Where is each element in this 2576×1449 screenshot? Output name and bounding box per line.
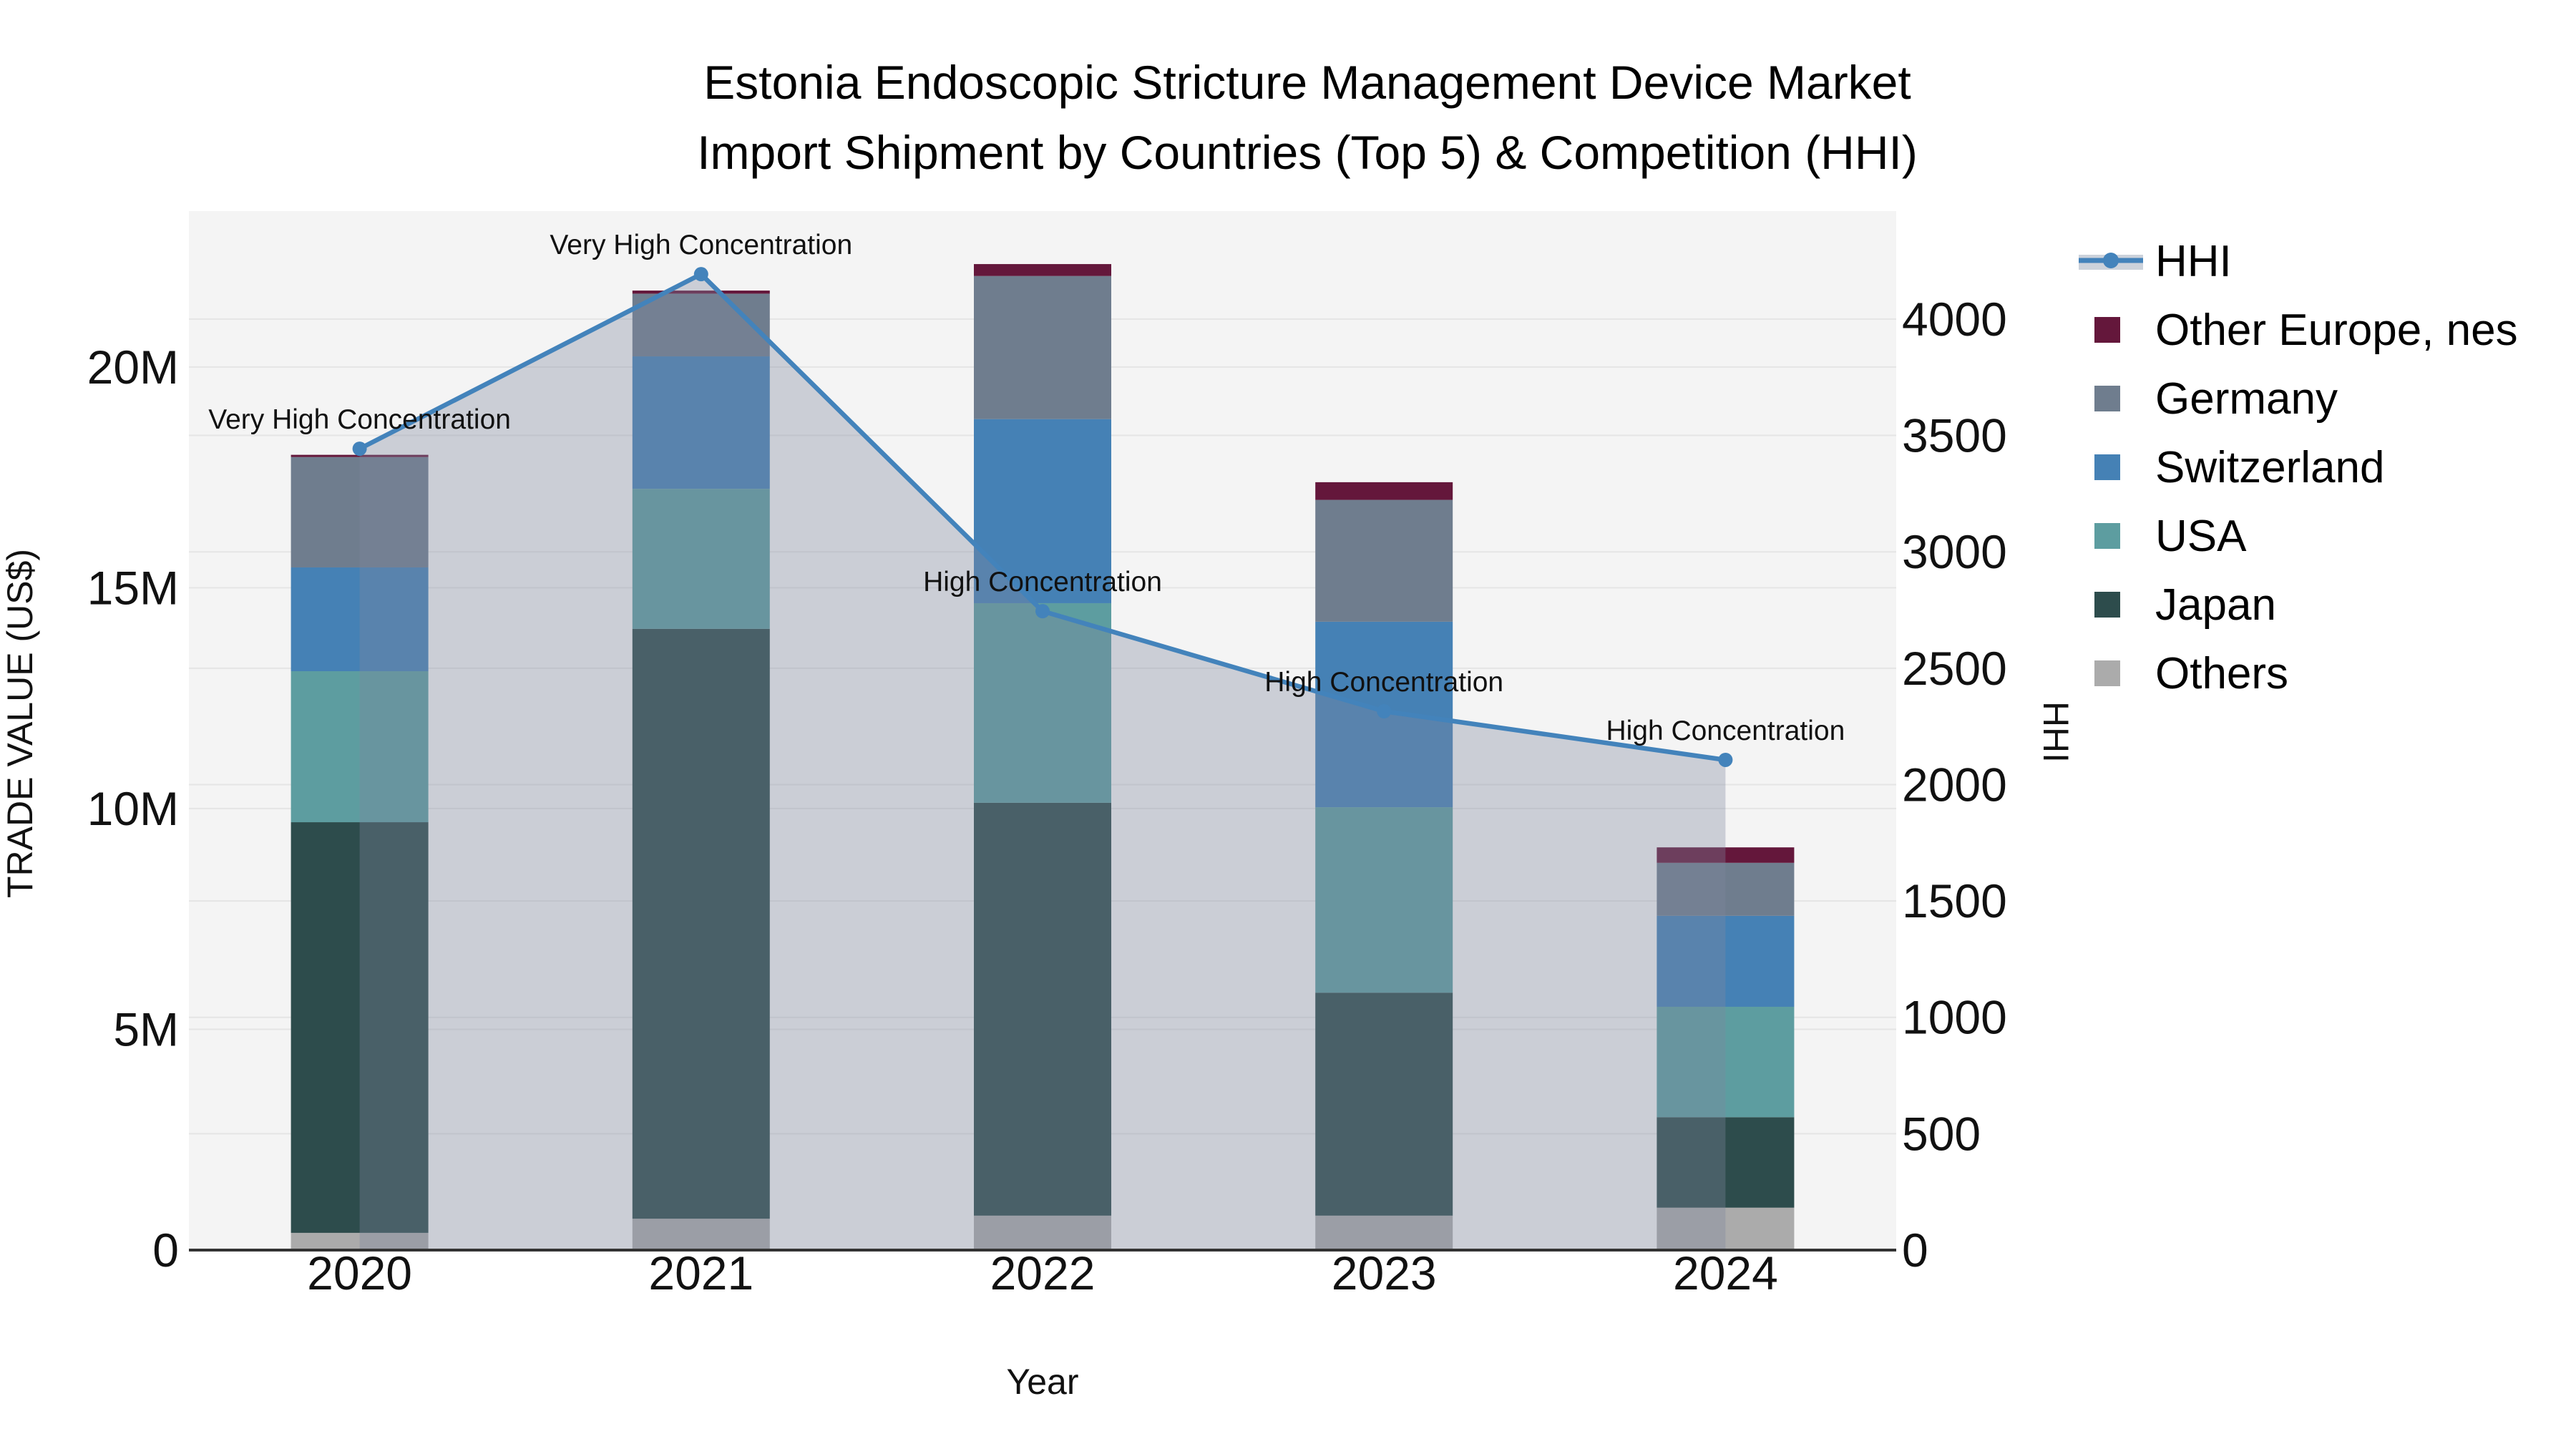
bar-segment-2021-japan [632,628,770,1219]
other-europe-nes-color-swatch-icon [2094,317,2120,343]
hhi-marker-2023 [1377,704,1392,719]
bar-segment-2021-other-europe-nes [632,291,770,294]
legend-item-germany: Germany [2079,364,2518,433]
bar-segment-2022-japan [974,802,1111,1216]
bar-segment-2021-switzerland [632,356,770,489]
legend-label-switzerland: Switzerland [2155,442,2385,492]
annotation-2021: Very High Concentration [550,230,852,260]
right-tick-0: 0 [1902,1224,1928,1277]
legend-item-hhi: HHI [2079,227,2518,296]
chart-title: Estonia Endoscopic Stricture Management … [39,47,2576,187]
bar-segment-2024-germany [1657,862,1795,916]
bar-segment-2024-usa [1657,1006,1795,1118]
bar-segment-2023-germany [1315,499,1453,622]
legend-swatch-japan [2079,570,2143,639]
hhi-marker-2021 [693,267,708,282]
bar-segment-2022-other-europe-nes [974,264,1111,276]
legend-swatch-hhi-line-icon [2079,227,2143,296]
legend-item-other-europe-nes: Other Europe, nes [2079,296,2518,364]
bar-segment-2023-japan [1315,992,1453,1216]
left-tick-0: 0 [152,1224,179,1277]
others-color-swatch-icon [2094,660,2120,686]
left-axis-title: TRADE VALUE (US$) [0,549,40,898]
annotation-2024: High Concentration [1606,716,1845,746]
left-tick-5m: 5M [113,1002,179,1055]
hhi-marker-2024 [1718,752,1733,767]
switzerland-color-swatch-icon [2094,454,2120,480]
right-tick-3500: 3500 [1902,409,2007,462]
chart-title-line1: Estonia Endoscopic Stricture Management … [703,56,1911,109]
bar-segment-2021-germany [632,293,770,357]
legend-swatch-germany [2079,364,2143,433]
annotation-2023: High Concentration [1264,667,1503,698]
bar-segment-2020-japan [291,822,429,1233]
left-tick-10m: 10M [87,782,179,835]
bar-segment-2024-others [1657,1207,1795,1250]
right-tick-2500: 2500 [1902,642,2007,695]
legend-label-hhi: HHI [2155,236,2232,286]
x-tick-2020: 2020 [307,1246,412,1299]
left-tick-20m: 20M [87,341,179,394]
hhi-line-icon [2079,253,2143,270]
legend-swatch-usa [2079,502,2143,570]
legend-item-japan: Japan [2079,570,2518,639]
bar-segment-2024-other-europe-nes [1657,847,1795,863]
legend-item-others: Others [2079,639,2518,708]
usa-color-swatch-icon [2094,523,2120,549]
japan-color-swatch-icon [2094,592,2120,618]
bar-segment-2023-others [1315,1215,1453,1250]
bar-segment-2024-switzerland [1657,915,1795,1007]
bar-segment-2020-other-europe-nes [291,454,429,457]
bar-segment-2020-usa [291,671,429,823]
right-tick-500: 500 [1902,1107,1981,1160]
annotation-2020: Very High Concentration [208,404,511,435]
bar-segment-2022-switzerland [974,419,1111,603]
bar-segment-2021-usa [632,489,770,629]
chart-title-line2: Import Shipment by Countries (Top 5) & C… [697,126,1918,179]
bar-segment-2020-switzerland [291,567,429,672]
bar-segment-2024-japan [1657,1117,1795,1208]
bar-segment-2022-germany [974,275,1111,419]
x-tick-2023: 2023 [1332,1246,1437,1299]
right-tick-2000: 2000 [1902,758,2007,811]
legend-label-germany: Germany [2155,374,2338,424]
bar-segment-2022-others [974,1215,1111,1250]
x-tick-2024: 2024 [1673,1246,1778,1299]
legend-label-japan: Japan [2155,580,2276,630]
germany-color-swatch-icon [2094,386,2120,411]
legend: HHI Other Europe, nes Germany Switzerland US… [2079,227,2518,708]
right-tick-1500: 1500 [1902,874,2007,927]
right-tick-3000: 3000 [1902,525,2007,578]
bar-segment-2023-usa [1315,807,1453,993]
legend-swatch-others [2079,639,2143,708]
legend-swatch-other-europe-nes [2079,296,2143,364]
bar-segment-2020-germany [291,457,429,567]
bar-segment-2022-usa [974,602,1111,803]
annotation-2022: High Concentration [923,567,1162,597]
x-tick-2022: 2022 [990,1246,1096,1299]
right-tick-1000: 1000 [1902,991,2007,1044]
bar-segment-2023-other-europe-nes [1315,482,1453,500]
hhi-marker-2022 [1035,604,1050,619]
hhi-marker-2020 [352,441,367,457]
bar-segment-2020-others [291,1232,429,1250]
legend-item-usa: USA [2079,502,2518,570]
x-tick-2021: 2021 [648,1246,753,1299]
x-axis-title: Year [1006,1362,1078,1402]
left-tick-15m: 15M [87,561,179,614]
right-axis-title: HHI [2036,701,2076,763]
legend-swatch-switzerland [2079,433,2143,502]
right-tick-4000: 4000 [1902,293,2007,346]
hhi-area-fill [359,274,1726,1251]
legend-label-others: Others [2155,648,2289,698]
legend-label-other-europe-nes: Other Europe, nes [2155,305,2518,355]
legend-item-switzerland: Switzerland [2079,433,2518,502]
legend-label-usa: USA [2155,511,2247,561]
bar-segment-2021-others [632,1219,770,1250]
